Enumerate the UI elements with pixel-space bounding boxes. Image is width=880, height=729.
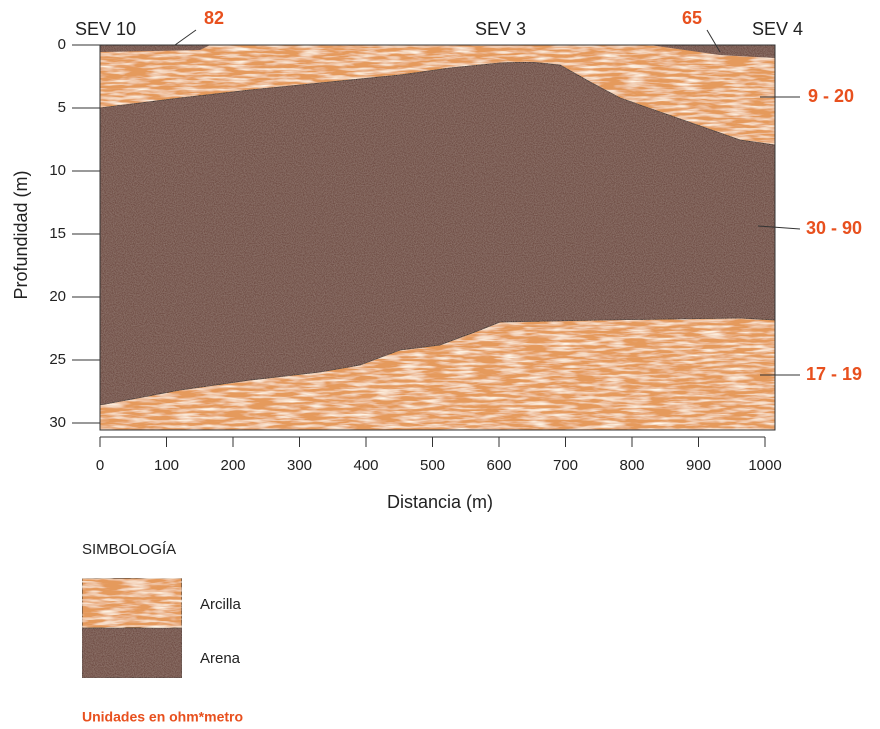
sand-layer (99, 61, 776, 406)
x-tick-label: 500 (420, 457, 445, 474)
note: Unidades en ohm*metro (82, 709, 243, 725)
sand-patch (100, 45, 210, 52)
y-tick-label: 10 (49, 162, 66, 179)
y-tick-label: 30 (49, 414, 66, 431)
frame (99, 44, 776, 431)
x-tick-label: 200 (220, 457, 245, 474)
x-tick-label: 300 (287, 457, 312, 474)
x-tick-label: 100 (154, 457, 179, 474)
legend-label: Arena (200, 650, 241, 667)
resistivity: 17 - 19 (806, 364, 862, 384)
y-axis-title: Profundidad (m) (11, 170, 31, 299)
sounding-value: 82 (204, 8, 224, 28)
sounding-value: 65 (682, 8, 702, 28)
cross-section (99, 44, 776, 431)
x-tick-label: 900 (686, 457, 711, 474)
sounding-label: SEV 4 (752, 19, 803, 39)
sounding-label: SEV 3 (475, 19, 526, 39)
x-axis-title: Distancia (m) (387, 492, 493, 512)
legend-swatch (81, 577, 183, 629)
resistivity: 30 - 90 (806, 218, 862, 238)
x-tick-label: 1000 (748, 457, 781, 474)
legend-title: SIMBOLOGÍA (82, 541, 176, 558)
y-tick-label: 0 (58, 36, 66, 53)
legend-label: Arcilla (200, 596, 241, 613)
x-tick-label: 400 (353, 457, 378, 474)
y-tick-label: 20 (49, 288, 66, 305)
x-tick-label: 700 (553, 457, 578, 474)
y-tick-label: 15 (49, 225, 66, 242)
sand-patch (650, 45, 775, 58)
leader (757, 225, 801, 230)
y-tick-label: 5 (58, 99, 66, 116)
x-tick-label: 600 (486, 457, 511, 474)
x-tick-label: 0 (96, 457, 104, 474)
sounding-label: SEV 10 (75, 19, 136, 39)
leader (174, 29, 197, 46)
leader (706, 29, 721, 53)
x-tick-label: 800 (619, 457, 644, 474)
y-tick-label: 25 (49, 351, 66, 368)
legend-swatch (81, 627, 183, 679)
resistivity: 9 - 20 (808, 86, 854, 106)
